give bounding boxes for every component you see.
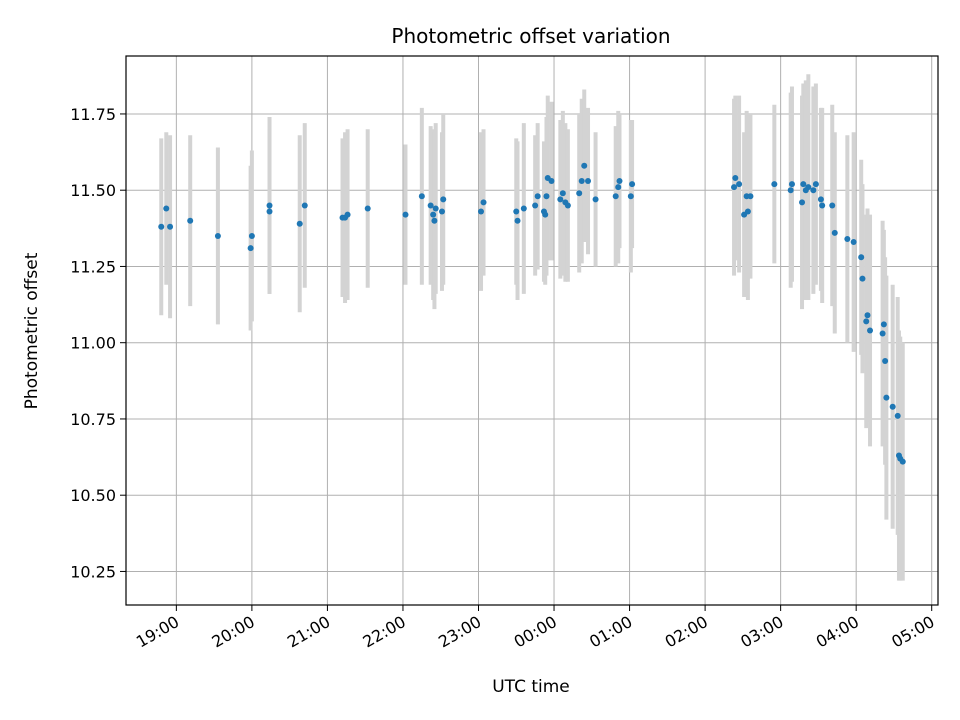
data-point (882, 358, 889, 364)
data-point (431, 217, 438, 224)
data-point (883, 394, 890, 401)
data-point (732, 175, 739, 181)
data-point (819, 202, 826, 209)
data-point (771, 181, 778, 188)
data-point (799, 199, 806, 206)
data-point (578, 178, 585, 185)
data-point (402, 211, 409, 218)
data-point (557, 196, 564, 203)
data-point (585, 178, 592, 185)
data-point (829, 202, 836, 209)
data-point (850, 239, 857, 246)
data-point (513, 208, 520, 215)
data-point (812, 181, 819, 188)
x-axis-title: UTC time (492, 677, 570, 697)
data-point (736, 181, 743, 188)
data-point (592, 196, 599, 203)
chart-title: Photometric offset variation (391, 24, 670, 48)
data-point (532, 202, 539, 209)
data-points (158, 162, 906, 465)
data-point (731, 184, 738, 191)
data-point (864, 312, 871, 319)
y-tick-label: 10.75 (70, 410, 116, 429)
y-tick-label: 11.00 (70, 334, 116, 353)
data-point (440, 196, 447, 203)
data-point (863, 318, 870, 325)
data-point (744, 208, 751, 215)
data-point (158, 223, 165, 230)
y-axis: 10.25 10.50 10.75 11.00 11.25 11.50 11.75 (70, 105, 126, 581)
data-point (430, 211, 437, 218)
data-point (800, 181, 807, 188)
data-point (167, 223, 174, 230)
data-point (534, 193, 541, 200)
data-point (894, 412, 901, 419)
data-point (543, 193, 550, 200)
data-point (831, 229, 838, 236)
data-point (163, 205, 170, 212)
data-point (844, 236, 851, 242)
data-point (564, 202, 571, 209)
data-point (805, 184, 812, 191)
data-point (880, 321, 887, 328)
data-point (247, 245, 254, 252)
data-point (248, 232, 255, 239)
data-point (427, 202, 434, 209)
y-tick-label: 11.75 (70, 105, 116, 124)
y-tick-label: 10.25 (70, 562, 116, 581)
data-point (542, 211, 549, 218)
data-point (581, 162, 588, 169)
y-tick-label: 10.50 (70, 486, 116, 505)
data-point (296, 220, 303, 227)
data-point (187, 217, 194, 224)
data-point (810, 187, 817, 194)
data-point (266, 202, 273, 209)
data-point (514, 217, 521, 224)
data-point (747, 193, 754, 200)
data-point (612, 193, 619, 200)
data-point (899, 458, 906, 465)
data-point (559, 190, 566, 197)
data-point (438, 208, 445, 215)
plot-frame (125, 55, 939, 606)
data-point (859, 275, 866, 282)
data-point (889, 403, 896, 410)
y-axis-title: Photometric offset (22, 252, 42, 409)
data-point (615, 184, 622, 191)
data-point (616, 178, 623, 185)
data-point (418, 193, 425, 200)
data-point (548, 178, 555, 185)
data-point (787, 187, 794, 194)
data-point (480, 199, 487, 206)
data-point (364, 205, 371, 212)
grid (126, 56, 938, 605)
y-tick-label: 11.25 (70, 257, 116, 276)
data-point (214, 232, 221, 239)
data-point (629, 181, 636, 188)
data-point (879, 330, 886, 337)
data-point (817, 196, 824, 203)
data-point (788, 181, 795, 188)
data-point (627, 193, 634, 200)
data-point (858, 254, 865, 261)
data-point (344, 211, 351, 218)
data-point (432, 205, 439, 212)
data-point (576, 190, 583, 197)
data-point (478, 208, 485, 215)
data-point (867, 327, 874, 334)
y-tick-label: 11.50 (70, 181, 116, 200)
data-point (520, 205, 527, 212)
data-point (301, 202, 308, 209)
data-point (266, 208, 273, 215)
